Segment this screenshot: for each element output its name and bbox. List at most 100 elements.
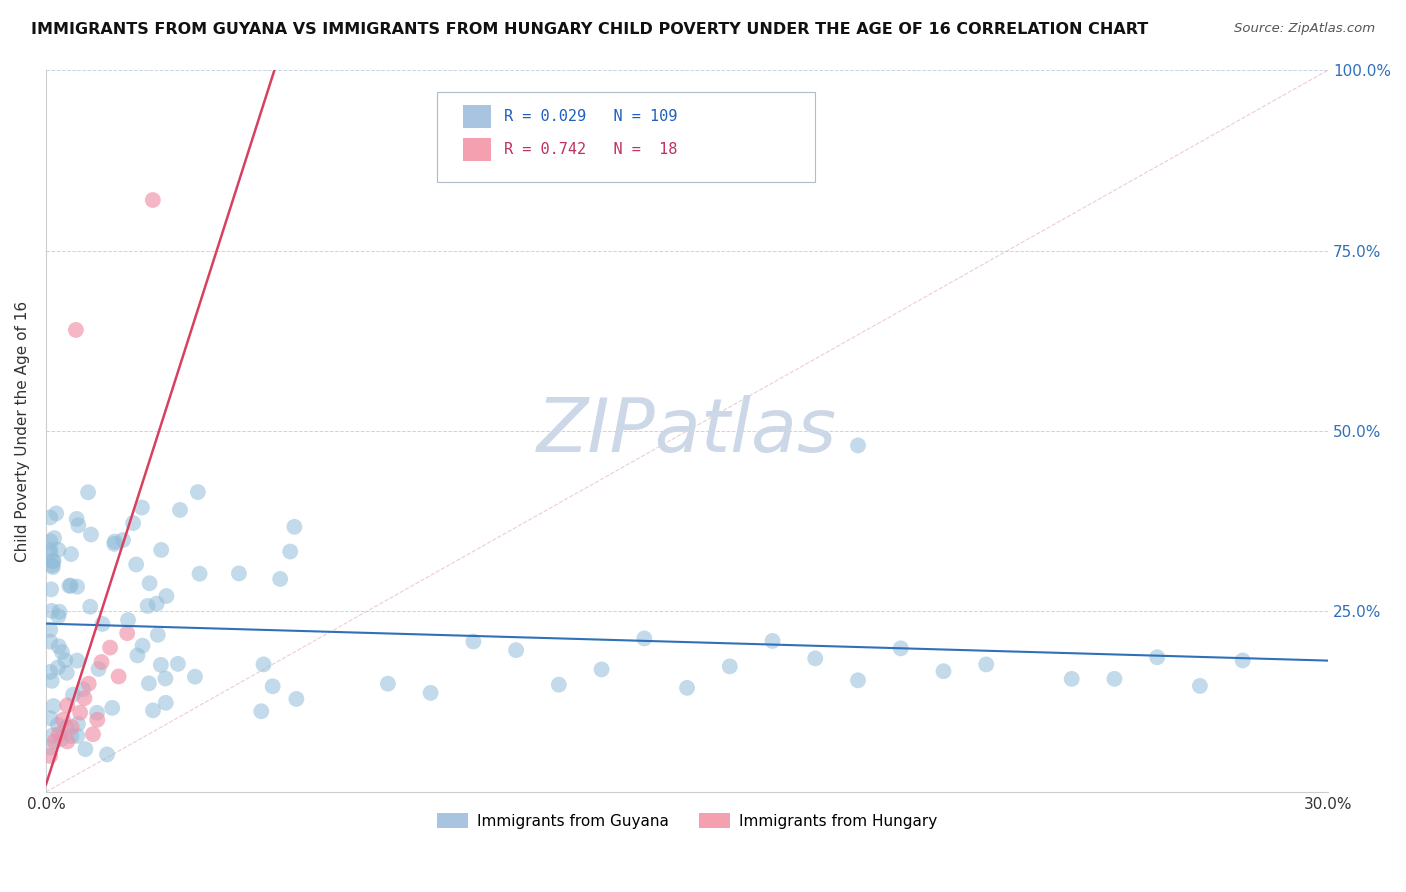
Point <box>103 537 125 551</box>
Point <box>42 560 65 574</box>
Point <box>79 599 101 614</box>
Point <box>69 706 91 720</box>
Point <box>60 720 83 734</box>
Point <box>75 742 97 756</box>
Point <box>91 617 114 632</box>
Point <box>65 323 87 337</box>
Point <box>269 572 291 586</box>
Point <box>66 654 89 668</box>
Point <box>138 576 160 591</box>
Point <box>96 747 118 762</box>
Point <box>146 628 169 642</box>
Point <box>145 597 167 611</box>
Point <box>60 729 83 743</box>
Point <box>974 657 997 672</box>
Point <box>142 193 165 207</box>
Point <box>46 718 69 732</box>
Text: R = 0.029   N = 109: R = 0.029 N = 109 <box>503 109 678 124</box>
Point <box>42 554 65 568</box>
Point <box>66 717 89 731</box>
Point <box>283 520 305 534</box>
Point <box>67 518 90 533</box>
Text: Source: ZipAtlas.com: Source: ZipAtlas.com <box>1234 22 1375 36</box>
Point <box>66 512 89 526</box>
Point <box>117 613 139 627</box>
Point <box>56 734 79 748</box>
Point <box>1232 653 1254 667</box>
Point <box>419 686 441 700</box>
Point <box>463 634 485 648</box>
Point <box>48 727 70 741</box>
Point <box>804 651 827 665</box>
Point <box>228 566 250 581</box>
Point <box>377 676 399 690</box>
Point <box>115 626 138 640</box>
Point <box>1104 672 1126 686</box>
Point <box>42 728 65 742</box>
Point <box>136 599 159 613</box>
Point <box>90 655 112 669</box>
Point <box>1188 679 1211 693</box>
Point <box>505 643 527 657</box>
Point <box>45 507 67 521</box>
Point <box>39 534 62 549</box>
Point <box>72 682 94 697</box>
Point <box>39 546 62 560</box>
Bar <box>463 138 491 161</box>
Text: IMMIGRANTS FROM GUYANA VS IMMIGRANTS FROM HUNGARY CHILD POVERTY UNDER THE AGE OF: IMMIGRANTS FROM GUYANA VS IMMIGRANTS FRO… <box>31 22 1149 37</box>
Point <box>59 578 82 592</box>
Point <box>56 698 79 713</box>
Point <box>66 580 89 594</box>
Point <box>39 623 62 637</box>
Point <box>167 657 190 671</box>
Point <box>155 589 177 603</box>
Point <box>41 558 63 573</box>
Point <box>184 670 207 684</box>
Point <box>46 660 69 674</box>
Point <box>73 691 96 706</box>
Point <box>252 657 274 672</box>
Point <box>39 711 62 725</box>
Point <box>131 639 153 653</box>
Point <box>104 534 127 549</box>
Point <box>111 533 134 547</box>
Point <box>41 673 63 688</box>
Point <box>127 648 149 663</box>
Point <box>53 653 76 667</box>
Y-axis label: Child Poverty Under the Age of 16: Child Poverty Under the Age of 16 <box>15 301 30 562</box>
Point <box>155 696 177 710</box>
Point <box>42 699 65 714</box>
Point <box>1146 650 1168 665</box>
Point <box>41 604 63 618</box>
Point <box>48 609 70 624</box>
Point <box>48 542 70 557</box>
Point <box>77 485 100 500</box>
Point <box>547 678 569 692</box>
Point <box>56 665 79 680</box>
Point <box>187 485 209 500</box>
Point <box>846 673 869 688</box>
Point <box>39 582 62 597</box>
Point <box>51 645 73 659</box>
Point <box>39 740 62 755</box>
Point <box>52 713 75 727</box>
Point <box>262 679 284 693</box>
Point <box>86 713 108 727</box>
Point <box>890 641 912 656</box>
Point <box>285 692 308 706</box>
Point <box>58 579 80 593</box>
Point <box>149 657 172 672</box>
Point <box>101 701 124 715</box>
Text: ZIPatlas: ZIPatlas <box>537 395 837 467</box>
Point <box>77 676 100 690</box>
Point <box>633 632 655 646</box>
Point <box>591 662 613 676</box>
Point <box>60 547 83 561</box>
Point <box>98 640 121 655</box>
Point <box>155 672 177 686</box>
Point <box>42 554 65 568</box>
Point <box>278 544 301 558</box>
Point <box>761 634 783 648</box>
Point <box>51 731 73 746</box>
Point <box>150 543 173 558</box>
